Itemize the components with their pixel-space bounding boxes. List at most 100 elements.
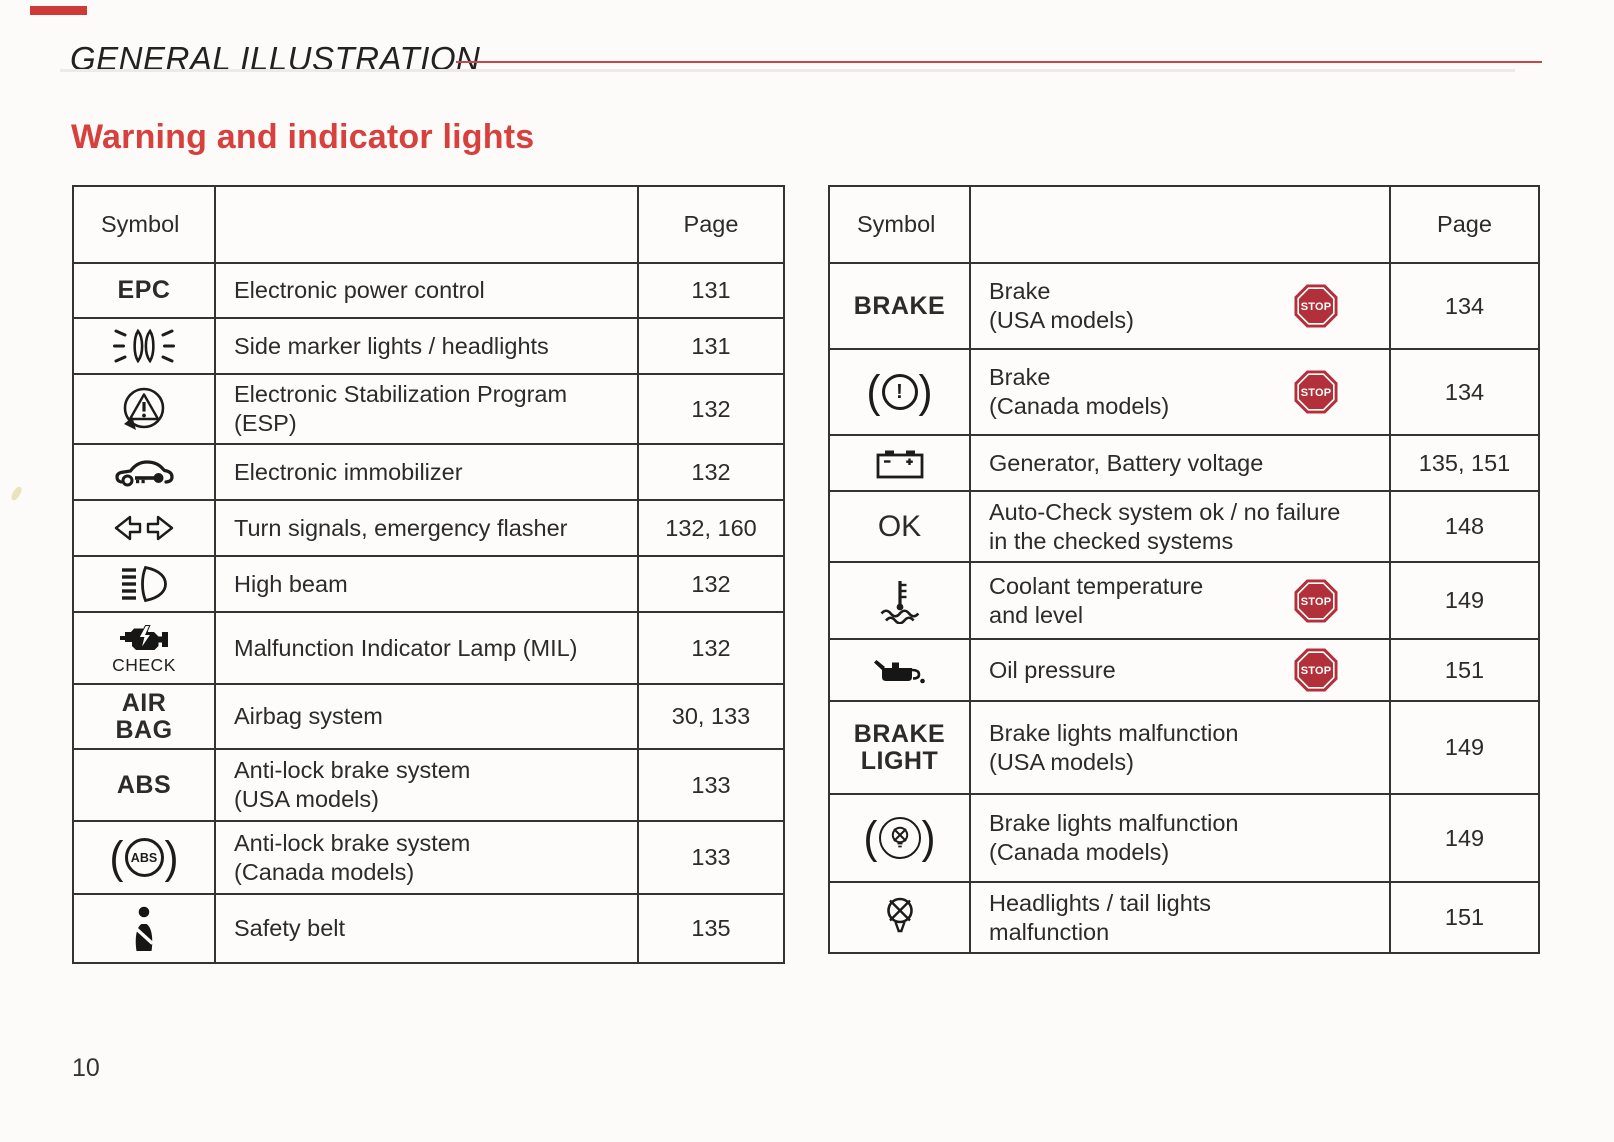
brake-lights-canada-icon: () — [863, 812, 936, 863]
header-rule — [456, 61, 1542, 63]
symbol-cell — [74, 445, 216, 499]
description-cell: Brake (Canada models) STOP — [971, 350, 1391, 434]
stop-badge-label: STOP — [1301, 665, 1332, 677]
section-title: Warning and indicator lights — [71, 118, 535, 156]
warning-lights-table-left: Symbol Page EPC Electronic power control 131… — [72, 185, 785, 964]
abs-canada-icon: (ABS) — [109, 832, 179, 882]
description-cell: Coolant temperature and level STOP — [971, 563, 1391, 638]
page-cell: 132 — [691, 458, 731, 485]
symbol-text: EPC — [117, 276, 171, 304]
symbol-cell: ABS — [74, 750, 216, 820]
stop-badge-icon: STOP — [1294, 579, 1338, 622]
symbol-cell — [74, 895, 216, 962]
table-row: Oil pressure STOP 151 — [830, 638, 1538, 700]
turn-signals-icon — [114, 515, 174, 541]
immobilizer-icon — [115, 460, 174, 487]
description-cell: Oil pressure STOP — [971, 640, 1391, 700]
symbol-cell — [74, 319, 216, 373]
description-cell: Malfunction Indicator Lamp (MIL) — [216, 613, 639, 683]
page-cell: 135 — [691, 915, 731, 941]
table-row: AIR BAG Airbag system 30, 133 — [74, 683, 783, 748]
symbol-cell: OK — [830, 492, 971, 561]
column-header-symbol: Symbol — [830, 187, 971, 262]
bulb-mini-icon — [891, 826, 908, 848]
table-header-row: Symbol Page — [830, 187, 1538, 262]
description-text: Brake lights malfunction (Canada models) — [989, 810, 1239, 865]
description-cell: Brake lights malfunction (USA models) — [971, 702, 1391, 793]
description-cell: Electronic power control — [216, 264, 639, 317]
symbol-cell — [830, 436, 971, 490]
description-cell: Airbag system — [216, 685, 639, 748]
high-beam-icon — [122, 565, 167, 603]
description-text: Coolant temperature and level — [989, 572, 1204, 628]
description-cell: Generator, Battery voltage — [971, 436, 1391, 490]
description-text: Brake (Canada models) — [989, 364, 1170, 419]
stop-badge-label: STOP — [1301, 301, 1332, 313]
symbol-text: AIR BAG — [115, 688, 173, 744]
description-text: Anti-lock brake system (Canada models) — [234, 829, 471, 885]
stop-badge-label: STOP — [1301, 387, 1332, 399]
page-cell: 148 — [1444, 513, 1485, 539]
column-header-symbol: Symbol — [74, 187, 216, 262]
description-text: Auto-Check system ok / no failure in the … — [989, 498, 1341, 554]
table-row: CHECK Malfunction Indicator Lamp (MIL) 132 — [74, 611, 783, 683]
symbol-cell — [830, 563, 971, 638]
description-cell: Electronic Stabilization Program (ESP) — [216, 375, 639, 443]
page-cell: 132, 160 — [665, 514, 757, 541]
description-text: Electronic power control — [234, 277, 485, 303]
icon-caption: CHECK — [112, 654, 176, 675]
table-row: High beam 132 — [74, 555, 783, 611]
column-header-page: Page — [683, 211, 739, 237]
page-cell: 134 — [1444, 378, 1485, 405]
warning-lights-table-right: Symbol Page BRAKE Brake (USA models) STOP 134 (… — [828, 185, 1540, 954]
symbol-cell: () — [830, 795, 971, 881]
page-cell: 134 — [1444, 292, 1485, 319]
battery-icon — [876, 450, 923, 479]
description-text: Malfunction Indicator Lamp (MIL) — [234, 634, 578, 661]
coolant-temperature-icon — [880, 580, 919, 624]
table-row: Electronic immobilizer 132 — [74, 443, 783, 499]
symbol-cell — [74, 375, 216, 443]
description-text: High beam — [234, 570, 348, 597]
symbol-cell: BRAKE LIGHT — [830, 702, 971, 793]
table-row: EPC Electronic power control 131 — [74, 262, 783, 317]
check-engine-icon — [119, 624, 168, 650]
description-text: Safety belt — [234, 915, 346, 941]
description-text: Electronic Stabilization Program (ESP) — [234, 381, 568, 436]
description-text: Generator, Battery voltage — [989, 449, 1264, 476]
stop-badge-icon: STOP — [1294, 284, 1338, 328]
page-cell: 132 — [691, 634, 731, 661]
column-header-page: Page — [1437, 211, 1492, 237]
description-cell: Anti-lock brake system (USA models) — [216, 750, 639, 820]
page-cell: 149 — [1444, 824, 1485, 851]
description-text: Turn signals, emergency flasher — [234, 514, 568, 541]
page-cell: 132 — [691, 570, 731, 597]
symbol-cell: EPC — [74, 264, 216, 317]
column-header-blank — [971, 187, 1391, 262]
page-cell: 133 — [691, 771, 731, 798]
description-text: Anti-lock brake system (USA models) — [234, 757, 471, 812]
table-header-row: Symbol Page — [74, 187, 783, 262]
description-text: Side marker lights / headlights — [234, 332, 549, 359]
page-cell: 135, 151 — [1418, 449, 1511, 476]
table-row: Coolant temperature and level STOP 149 — [830, 561, 1538, 638]
page-cell: 30, 133 — [671, 703, 751, 729]
table-row: OK Auto-Check system ok / no failure in th… — [830, 490, 1538, 561]
description-cell: Safety belt — [216, 895, 639, 962]
description-cell: Headlights / tail lights malfunction — [971, 883, 1391, 952]
symbol-text: BRAKE — [853, 291, 946, 320]
bulb-malfunction-icon — [886, 897, 913, 932]
table-row: Side marker lights / headlights 131 — [74, 317, 783, 373]
scan-smudge-mark — [9, 485, 24, 502]
stop-badge-icon: STOP — [1294, 370, 1338, 414]
symbol-cell: (ABS) — [74, 822, 216, 893]
description-text: Electronic immobilizer — [234, 458, 463, 485]
brake-warning-canada-icon: (!) — [866, 366, 933, 417]
table-row: () Brake lights malfunction (Canada models… — [830, 793, 1538, 881]
page-corner-mark — [30, 6, 87, 15]
header-rule-shadow — [60, 69, 1515, 72]
oil-pressure-icon — [873, 660, 925, 684]
description-text: Brake (USA models) — [989, 278, 1134, 333]
table-row: Turn signals, emergency flasher 132, 160 — [74, 499, 783, 555]
